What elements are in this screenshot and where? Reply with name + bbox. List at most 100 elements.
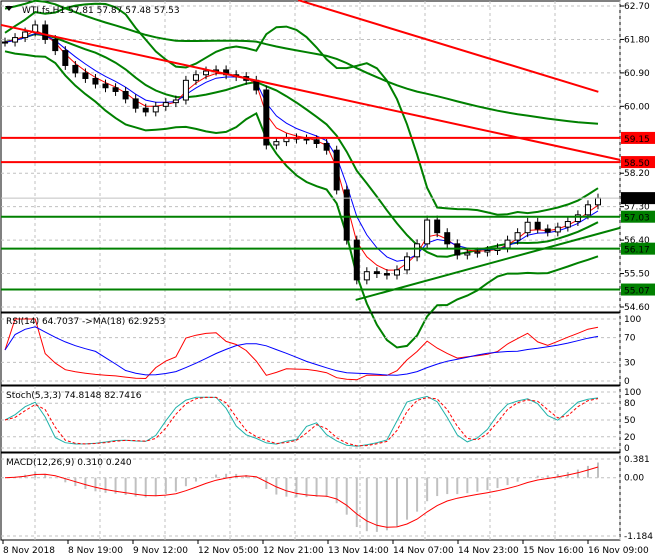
level-price-label: 55.07 bbox=[624, 287, 650, 297]
time-axis: 8 Nov 2018 8 Nov 19:00 9 Nov 12:00 12 Nov 0… bbox=[2, 540, 649, 556]
candle-body bbox=[544, 228, 551, 233]
candle-body bbox=[474, 251, 481, 254]
candle-body bbox=[383, 273, 390, 276]
candle-body bbox=[444, 232, 451, 245]
time-tick-label: 8 Nov 19:00 bbox=[68, 546, 123, 556]
price-pane[interactable]: 62.70 61.80 60.90 60.00 58.20 57.30 56.40 55.50… bbox=[0, 0, 655, 349]
candle-body bbox=[203, 70, 210, 76]
stoch-tick-label: 20 bbox=[624, 433, 636, 443]
candle-body bbox=[595, 197, 601, 206]
candle-body bbox=[404, 256, 411, 271]
candle-body bbox=[2, 41, 8, 44]
macd-tick-label: -1.184 bbox=[624, 532, 653, 542]
candle-body bbox=[373, 271, 380, 275]
price-tick-label: 55.50 bbox=[624, 270, 650, 280]
candle-body bbox=[484, 250, 491, 253]
time-tick-label: 14 Nov 07:00 bbox=[393, 546, 454, 556]
candle-body bbox=[363, 271, 370, 281]
candle-body bbox=[102, 83, 109, 89]
macd-signal-line bbox=[4, 466, 599, 528]
candle-body bbox=[414, 243, 421, 258]
candle-body bbox=[273, 141, 280, 146]
candle-body bbox=[353, 239, 360, 281]
candle-body bbox=[192, 74, 199, 81]
time-tick-label: 12 Nov 21:00 bbox=[263, 546, 324, 556]
rsi-tick-label: 30 bbox=[624, 358, 636, 368]
resistance-trendline bbox=[297, 0, 599, 93]
candle-body bbox=[564, 221, 571, 228]
level-price-badge bbox=[621, 242, 655, 255]
candle-body bbox=[343, 189, 350, 241]
fast-moving-average bbox=[4, 29, 599, 271]
rsi-tick-label: 70 bbox=[624, 334, 636, 344]
price-pane-title: WTI.fs,H1 57.81 57.87 57.48 57.53 bbox=[22, 6, 180, 16]
candle-body bbox=[303, 138, 310, 141]
long-moving-average bbox=[4, 0, 599, 125]
candle-body bbox=[122, 90, 129, 100]
candle-body bbox=[534, 221, 541, 230]
candle-body bbox=[32, 24, 39, 33]
level-price-label: 56.17 bbox=[624, 246, 650, 256]
candle-body bbox=[434, 219, 441, 234]
candle-body bbox=[323, 142, 330, 151]
candle-body bbox=[514, 232, 521, 241]
time-tick-label: 15 Nov 16:00 bbox=[523, 546, 584, 556]
macd-pane[interactable]: 0.381 0.00 -1.184 bbox=[0, 452, 653, 542]
candle-body bbox=[42, 24, 49, 40]
candle-body bbox=[333, 149, 340, 191]
candle-body bbox=[172, 99, 179, 104]
candle-body bbox=[393, 269, 400, 276]
candle-body bbox=[112, 87, 119, 92]
rsi-ma-line bbox=[4, 326, 599, 376]
time-tick-label: 16 Nov 09:00 bbox=[588, 546, 649, 556]
price-tick-label: 62.70 bbox=[624, 2, 650, 12]
candle-body bbox=[162, 102, 169, 107]
candle-body bbox=[92, 77, 99, 85]
price-tick-label: 56.40 bbox=[624, 236, 650, 246]
rsi-line bbox=[4, 318, 599, 381]
resistance-trendline bbox=[0, 23, 621, 161]
triangle-down-icon[interactable] bbox=[5, 6, 13, 11]
level-price-badge bbox=[621, 283, 655, 296]
stoch-tick-label: 80 bbox=[624, 399, 636, 409]
level-price-label: 59.15 bbox=[624, 135, 650, 145]
candle-body bbox=[12, 37, 19, 43]
candle-body bbox=[313, 139, 320, 144]
rsi-pane-title: RSI(14) 64.7037 ->MA(18) 62.9253 bbox=[6, 317, 165, 327]
stoch-signal-line bbox=[4, 396, 599, 447]
macd-tick-label: 0.381 bbox=[624, 455, 650, 465]
price-tick-label: 60.90 bbox=[624, 69, 650, 79]
level-price-badge bbox=[621, 156, 655, 169]
stoch-tick-label: 100 bbox=[624, 388, 641, 398]
time-tick-label: 9 Nov 12:00 bbox=[133, 546, 188, 556]
rsi-tick-label: 100 bbox=[624, 315, 641, 325]
rsi-pane[interactable]: 100 70 30 0 bbox=[0, 312, 641, 387]
level-price-label: 57.03 bbox=[624, 214, 650, 224]
candle-body bbox=[132, 98, 139, 109]
candle-body bbox=[464, 252, 471, 256]
current-price-badge bbox=[621, 192, 655, 205]
support-trendline bbox=[355, 226, 621, 301]
candle-body bbox=[142, 107, 149, 113]
candle-body bbox=[22, 31, 29, 39]
candle-body bbox=[574, 214, 581, 223]
price-tick-label: 58.20 bbox=[624, 169, 650, 179]
bollinger-middle-band bbox=[4, 33, 599, 258]
candle-body bbox=[182, 79, 189, 101]
candle-body bbox=[82, 72, 89, 79]
level-price-label: 58.50 bbox=[624, 159, 650, 169]
candle-body bbox=[424, 219, 431, 245]
price-tick-label: 60.00 bbox=[624, 102, 650, 112]
time-tick-label: 13 Nov 14:00 bbox=[328, 546, 389, 556]
slow-moving-average bbox=[4, 32, 599, 262]
time-tick-label: 12 Nov 05:00 bbox=[198, 546, 259, 556]
candle-body bbox=[584, 204, 591, 216]
time-tick-label: 14 Nov 23:00 bbox=[458, 546, 519, 556]
time-tick-label: 8 Nov 2018 bbox=[3, 546, 55, 556]
candle-body bbox=[554, 226, 561, 233]
macd-pane-title: MACD(12,26,9) 0.310 0.240 bbox=[6, 458, 132, 468]
candle-body bbox=[263, 89, 270, 146]
bollinger-lower-band bbox=[4, 50, 599, 349]
